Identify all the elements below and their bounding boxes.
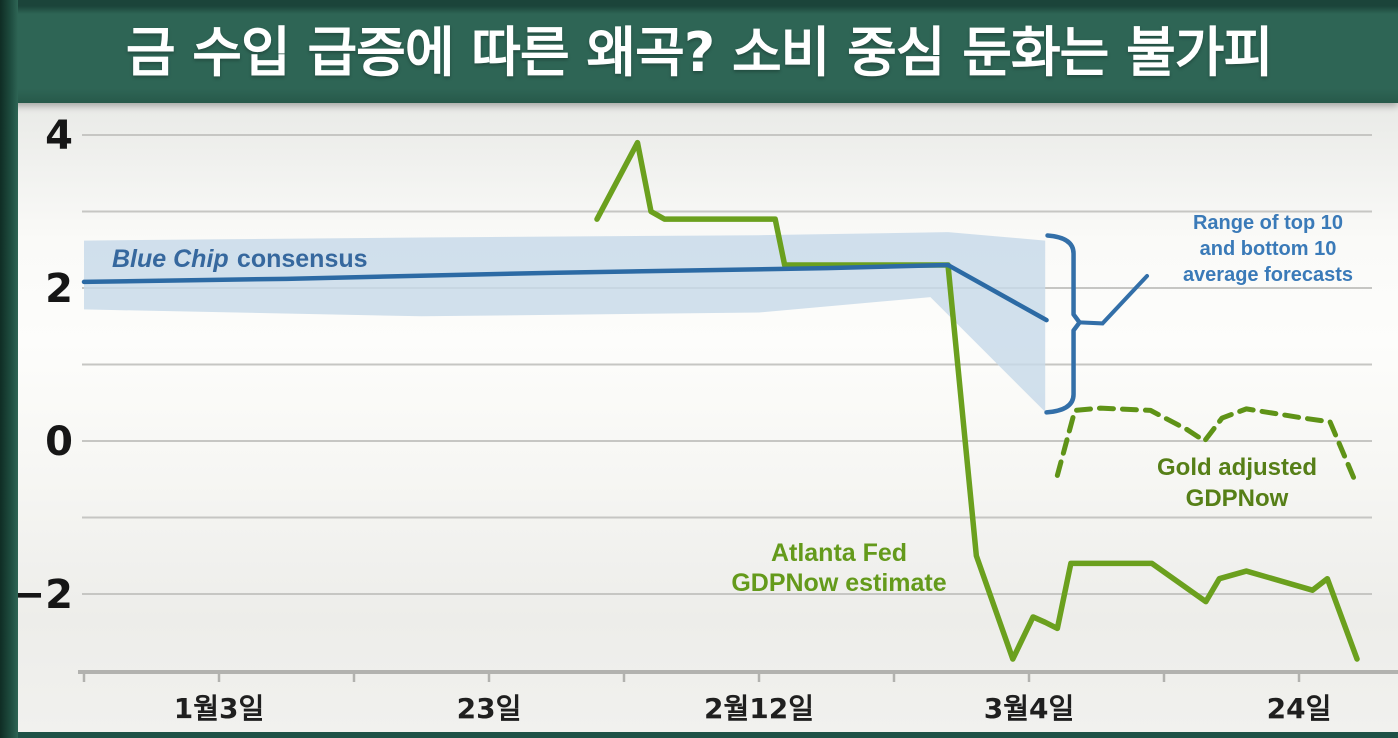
y-axis-label--2: −2 — [12, 572, 73, 618]
title-bar: 금 수입 급증에 따른 왜곡? 소비 중심 둔화는 불가피 — [0, 0, 1398, 103]
x-axis-label-day-0: 1월3일 — [174, 692, 265, 725]
x-axis-label-day-80: 24일 — [1267, 692, 1332, 725]
range-bracket — [1044, 233, 1082, 415]
bottom-edge-strip — [18, 732, 1398, 738]
y-axis-label-2: 2 — [45, 266, 73, 312]
x-axis-label-day-40: 2월12일 — [704, 692, 814, 725]
y-axis-label-0: 0 — [45, 419, 73, 465]
y-axis-label-4: 4 — [45, 113, 73, 159]
left-edge-strip — [0, 0, 18, 738]
forecast-range-band — [84, 232, 1046, 412]
series-gold-adjusted-gdpnow — [1054, 405, 1357, 482]
x-axis-label-day-20: 23일 — [457, 692, 522, 725]
page-title: 금 수입 급증에 따른 왜곡? 소비 중심 둔화는 불가피 — [125, 21, 1273, 84]
x-axis-label-day-60: 3월4일 — [984, 692, 1075, 725]
range-leader-line — [1077, 274, 1149, 326]
series-atlanta-fed-gdpnow-estimate — [594, 139, 1360, 662]
series-blue-chip-consensus — [81, 262, 1049, 323]
